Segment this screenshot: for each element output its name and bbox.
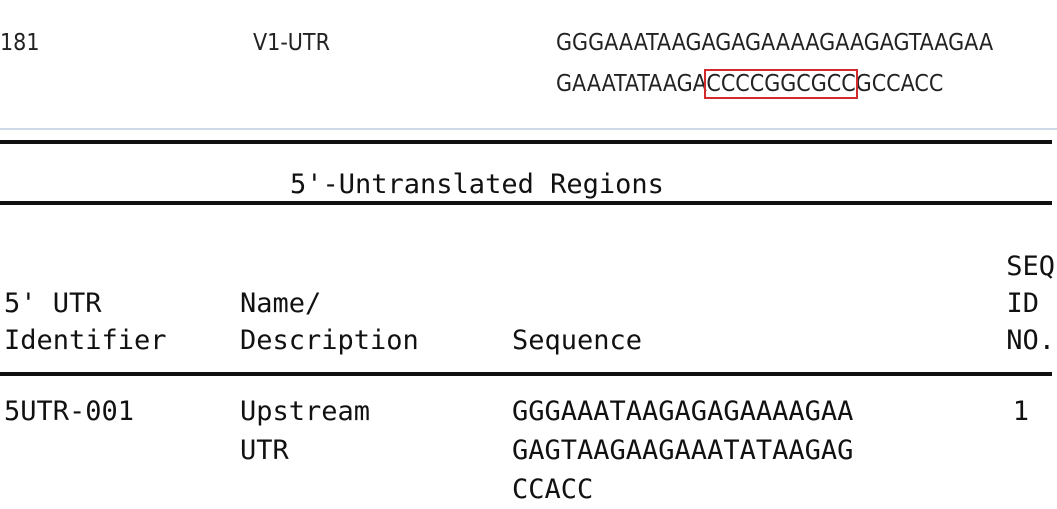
row-identifier: 5UTR-001 [4, 396, 135, 427]
header-identifier-line1: 5' UTR [4, 288, 102, 319]
header-seq-id-line2: ID [1006, 288, 1039, 319]
header-rule [0, 372, 1052, 376]
header-seq-id-line3: NO. [1006, 325, 1055, 356]
highlighted-subsequence: CCCCGGCGCC [704, 69, 858, 99]
row-number: 181 [0, 30, 40, 56]
row-seq-id: 1 [1012, 396, 1029, 427]
table-title: 5'-Untranslated Regions [290, 169, 664, 200]
header-seq-id-line1: SEQ [1006, 251, 1055, 282]
table-top-rule [0, 140, 1052, 144]
row-sequence-line1: GGGAAATAAGAGAGAAAAGAA [512, 396, 854, 427]
header-identifier-line2: Identifier [4, 325, 167, 356]
row-name-line1: Upstream [240, 396, 371, 427]
sequence-prefix: GAAATATAAGA [556, 71, 707, 97]
header-name-line2: Description [240, 325, 419, 356]
sequence-line-1: GGGAAATAAGAGAGAAAAGAAGAGTAAGAA [556, 30, 994, 56]
utr-table-panel: 5'-Untranslated Regions 5' UTR Identifie… [0, 128, 1057, 509]
sequence-suffix: GCCACC [855, 71, 944, 97]
header-sequence: Sequence [512, 325, 643, 356]
utr-name: V1-UTR [253, 30, 330, 56]
header-name-line1: Name/ [240, 288, 322, 319]
title-rule [0, 201, 1052, 205]
row-name-line2: UTR [240, 435, 289, 466]
sequence-line-2: GAAATATAAGACCCCGGCGCCGCCACC [556, 69, 943, 99]
row-sequence-line2: GAGTAAGAAGAAATATAAGAG [512, 435, 854, 466]
comparison-row: 181 V1-UTR GGGAAATAAGAGAGAAAAGAAGAGTAAGA… [0, 0, 1057, 128]
row-sequence-line3: CCACC [512, 474, 594, 505]
